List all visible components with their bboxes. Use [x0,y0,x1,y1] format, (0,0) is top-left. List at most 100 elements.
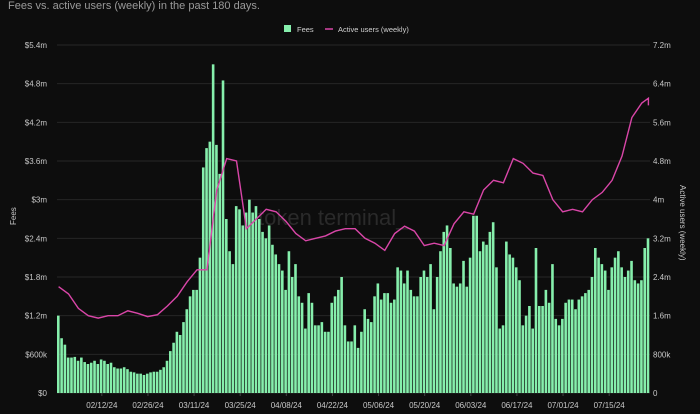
fees-bar [488,231,492,393]
fees-bar [267,225,271,393]
fees-bar [122,367,126,393]
fees-bar [76,360,80,393]
fees-bar [491,222,495,393]
fees-bar [458,283,462,393]
legend-label-users: Active users (weekly) [338,25,409,34]
fees-bar [234,206,238,393]
fees-bar [89,362,93,393]
fees-bar [70,357,73,393]
fees-bar [402,283,406,393]
fees-bar [99,359,103,393]
fees-bar [182,322,185,393]
fees-bar [185,309,189,393]
legend-label-fees: Fees [297,25,314,34]
y-right-axis-title: Active users (weekly) [678,185,687,261]
fees-bar [215,144,218,393]
fees-bar [205,148,208,393]
fees-bar [472,215,475,393]
fees-bar [300,302,304,393]
x-tick: 03/11/24 [179,401,210,410]
fees-bar [277,264,281,393]
fees-bar [294,264,297,393]
fees-bar [93,360,96,393]
fees-bar [643,248,647,393]
fees-bar [113,367,116,393]
fees-bar [577,299,581,393]
fees-bar [261,231,264,393]
fees-bar [66,357,70,393]
fees-bar [109,362,113,393]
x-tick: 07/01/24 [547,401,579,410]
y-left-tick: $1.8m [25,273,48,282]
y-right-tick: 2.4m [653,273,671,282]
fees-bar [429,264,432,393]
fees-bar [60,338,63,393]
x-tick: 07/15/24 [594,401,626,410]
fees-bar [139,373,142,393]
fees-bar [323,331,327,393]
fees-bar [587,289,590,393]
x-tick: 06/03/24 [455,401,487,410]
fees-bar [145,373,149,393]
fees-bar [142,374,146,393]
fees-bar [425,277,429,393]
y-right-tick: 4.8m [653,157,671,166]
fees-bar [198,257,202,393]
fees-bar [201,167,205,393]
fees-bar [238,209,241,393]
fees-bar [106,364,110,393]
fees-bar [432,309,436,393]
fees-bar [248,199,251,393]
fees-bar [126,369,129,393]
fees-bar [178,335,182,393]
fees-bar [132,372,136,393]
fees-bar [317,325,320,393]
y-right-tick: 5.6m [653,118,671,127]
x-tick: 04/22/24 [317,401,349,410]
fees-bar [501,325,505,393]
fees-bar [399,270,403,393]
fees-bar [485,244,488,393]
fees-bar [188,296,192,393]
fees-bar [221,80,225,393]
fees-bar [244,212,248,393]
fees-bar [584,293,587,393]
fees-bar [369,322,373,393]
fees-bar [96,364,100,393]
fees-bar [231,264,235,393]
fees-bar [557,325,561,393]
fees-bar [435,277,439,393]
fees-bar [396,267,399,393]
fees-bar [337,289,340,393]
y-left-tick: $4.8m [25,80,48,89]
fees-bar [350,341,353,393]
fees-bar [80,357,83,393]
fees-bar [620,267,623,393]
fees-bar [228,251,231,393]
fees-bar [636,283,640,393]
fees-bar [528,306,531,393]
fees-bar [640,280,643,393]
fees-bar [534,248,538,393]
fees-bar [304,328,307,393]
fees-bar [607,289,610,393]
fees-bar [129,371,133,393]
fees-bar [419,277,422,393]
fees-bar [613,257,617,393]
fees-bar [264,238,268,393]
fees-bar [498,328,502,393]
fees-bar [86,364,90,393]
fees-bar [514,267,518,393]
y-right-tick: 7.2m [653,41,671,50]
x-tick: 06/17/24 [501,401,533,410]
fees-bar [481,241,485,393]
fees-bar [333,296,337,393]
fees-bar [320,322,324,393]
fees-bar [356,347,360,393]
fees-bar [290,277,294,393]
y-right-tick: 0 [653,389,658,398]
y-left-tick: $3m [31,196,47,205]
legend: Fees Active users (weekly) [284,25,409,34]
fees-bar [630,260,633,393]
fees-bar [360,331,363,393]
